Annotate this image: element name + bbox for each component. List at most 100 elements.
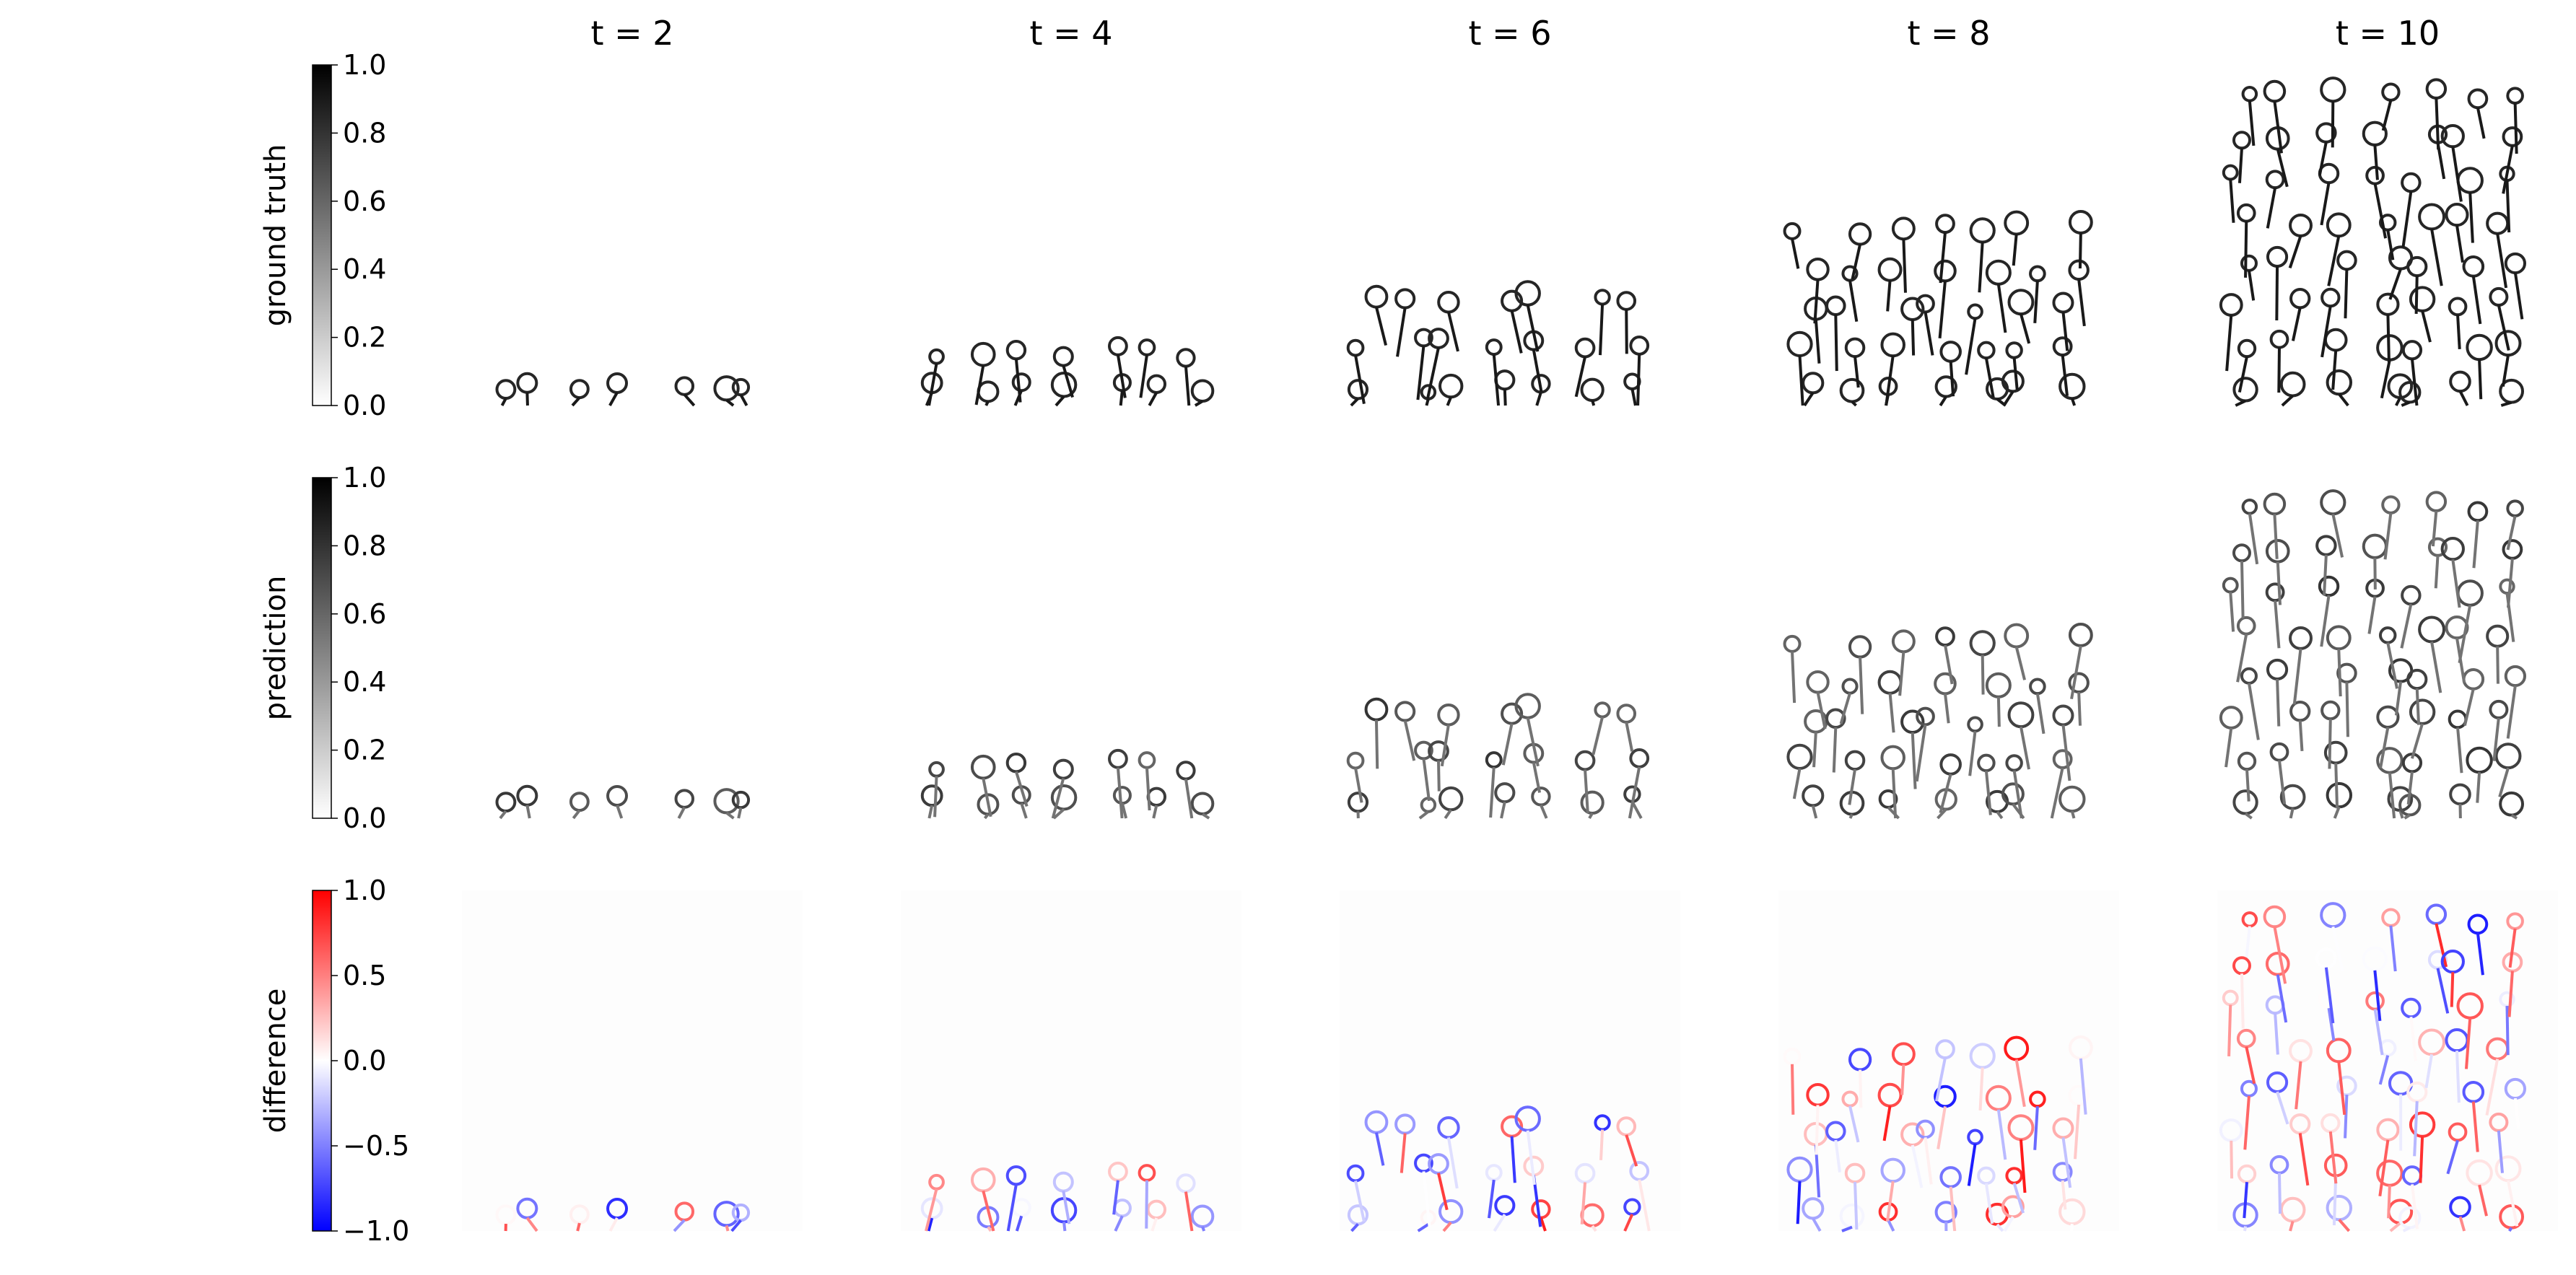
panel xyxy=(2217,890,2558,1231)
dendrite-stem xyxy=(1850,815,1852,818)
panel-background xyxy=(462,890,803,1231)
dendrite-stem xyxy=(2479,359,2481,399)
dendrite-stem xyxy=(1376,720,1377,769)
dendrite-stem xyxy=(1835,315,1836,371)
dendrite-stem xyxy=(2458,315,2460,349)
colorbar-tick-label: 0.8 xyxy=(343,530,386,561)
panel-background xyxy=(1340,65,1680,406)
dendrite-stem xyxy=(2242,561,2243,618)
dendrite-stem xyxy=(2080,233,2081,268)
dendrite-stem xyxy=(1792,1064,1793,1115)
dendrite-stem xyxy=(1860,1070,1861,1108)
panel-background xyxy=(462,478,803,818)
dendrite-stem xyxy=(1601,1130,1602,1160)
dendrite-stem xyxy=(1146,1180,1147,1229)
panel xyxy=(462,890,803,1231)
colorbar-tick-label: 1.0 xyxy=(343,462,386,494)
dendrite-stem xyxy=(2276,266,2277,320)
dendrite-stem xyxy=(2242,973,2243,1028)
colorbar xyxy=(313,478,331,818)
dendrite-stem xyxy=(2420,1136,2422,1183)
dendrite-stem xyxy=(2277,679,2279,726)
colorbar-tick-label: 0.4 xyxy=(343,666,386,698)
dendrite-stem xyxy=(1592,400,1594,406)
dendrite-stem xyxy=(1638,354,1639,406)
dendrite-stem xyxy=(2497,647,2498,684)
dendrite-stem xyxy=(2345,269,2346,318)
dendrite-stem xyxy=(2300,720,2302,750)
colorbar xyxy=(313,65,331,406)
dendrite-stem xyxy=(2339,649,2340,696)
dendrite-stem xyxy=(2346,682,2348,737)
dendrite-stem xyxy=(2510,1228,2512,1231)
panel-background xyxy=(1340,890,1680,1231)
dendrite-stem xyxy=(1817,1105,1818,1154)
column-title: t = 10 xyxy=(2336,14,2440,53)
dendrite-stem xyxy=(2477,772,2479,802)
dendrite-stem xyxy=(2388,1186,2390,1219)
dendrite-stem xyxy=(2329,719,2330,768)
colorbar-tick-label: 0.5 xyxy=(343,960,386,991)
dendrite-stem xyxy=(1438,761,1439,792)
colorbar-tick-label: 0.6 xyxy=(343,185,386,217)
panel xyxy=(1778,890,2119,1231)
dendrite-stem xyxy=(2336,763,2337,808)
colorbar-tick-label: 1.0 xyxy=(343,875,386,906)
colorbar-tick-label: 1.0 xyxy=(343,49,386,81)
panel xyxy=(462,65,803,406)
panel-background xyxy=(1340,478,1680,818)
dendrite-stem xyxy=(2079,692,2080,726)
dendrite-stem xyxy=(577,1223,580,1231)
panel xyxy=(1340,890,1680,1231)
panel xyxy=(901,478,1241,818)
dendrite-stem xyxy=(2452,972,2453,1007)
dendrite-stem xyxy=(1202,1227,1204,1231)
panel xyxy=(462,478,803,818)
column-title: t = 4 xyxy=(1029,14,1112,53)
dendrite-stem xyxy=(1855,1182,1856,1230)
panel xyxy=(1778,478,2119,818)
dendrite-stem xyxy=(1902,1064,1903,1095)
colorbar xyxy=(313,890,331,1231)
dendrite-stem xyxy=(1426,399,1428,406)
colorbar-tick-label: −0.5 xyxy=(343,1130,409,1162)
dendrite-stem xyxy=(1121,390,1122,406)
dendrite-stem xyxy=(1903,239,1905,292)
column-title: t = 6 xyxy=(1468,14,1551,53)
panel xyxy=(1340,478,1680,818)
row-label: prediction xyxy=(259,576,292,721)
dendrite-stem xyxy=(2245,222,2246,278)
column-titles: t = 2t = 4t = 6t = 8t = 10 xyxy=(590,14,2440,53)
row-ground-truth: ground truth 0.0 0.2 0.4 0.6 0.8 1.0 xyxy=(259,49,2558,421)
colorbar-tick-label: 0.2 xyxy=(343,322,386,354)
colorbar-tick-label: 0.6 xyxy=(343,598,386,630)
dendrite-stem xyxy=(2231,1141,2232,1178)
rows: ground truth0.00.20.40.60.81.0prediction… xyxy=(259,49,2558,1247)
dendrite-stem xyxy=(1814,732,1816,768)
dendrite-stem xyxy=(2345,1095,2346,1138)
dendrite-stem xyxy=(2436,98,2438,149)
dendrite-stem xyxy=(2071,1224,2072,1231)
colorbar-tick-label: 0.0 xyxy=(343,390,386,421)
dendrite-stem xyxy=(2388,315,2389,362)
panel-background xyxy=(462,65,803,406)
column-title: t = 2 xyxy=(590,14,673,53)
panel xyxy=(2217,478,2558,818)
colorbar-tick-label: 0.8 xyxy=(343,117,386,149)
colorbar-tick-label: −1.0 xyxy=(343,1215,409,1247)
panel xyxy=(901,65,1241,406)
dendrite-stem xyxy=(2416,276,2417,314)
panel xyxy=(1778,65,2119,406)
panel xyxy=(2217,65,2558,406)
dendrite-stem xyxy=(2417,688,2419,725)
dendrite-stem xyxy=(1064,1222,1065,1231)
dendrite-stem xyxy=(986,401,988,406)
panel xyxy=(901,890,1241,1231)
colorbar-tick-label: 0.4 xyxy=(343,253,386,285)
colorbar-tick-label: 0.0 xyxy=(343,1045,386,1077)
dendrite-stem xyxy=(727,1225,728,1231)
dendrite-stem xyxy=(1505,389,1506,406)
colorbar-tick-label: 0.2 xyxy=(343,735,386,766)
dendrite-stem xyxy=(2507,180,2509,232)
